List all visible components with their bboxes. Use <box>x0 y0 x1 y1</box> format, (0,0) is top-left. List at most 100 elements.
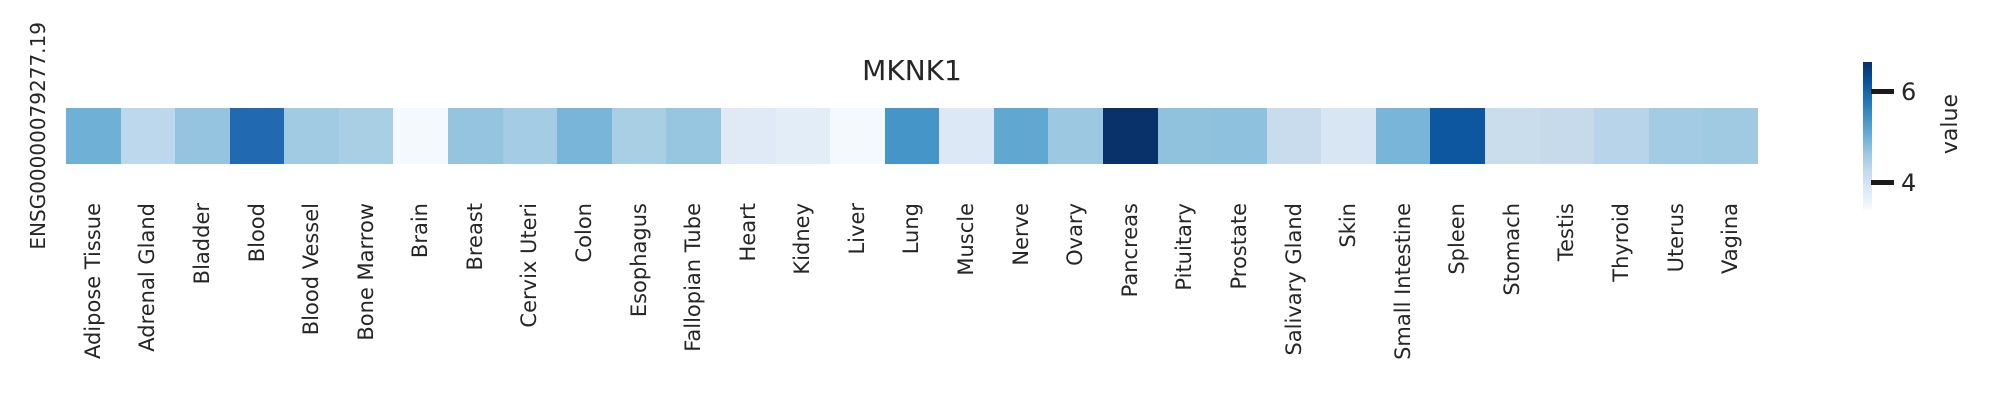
tissue-label-cell: Thyroid <box>1594 203 1649 398</box>
tissue-label: Thyroid <box>1608 203 1633 282</box>
tissue-label-cell: Nerve <box>994 203 1049 398</box>
colorbar-tick-label: 6 <box>1901 77 1917 106</box>
tissue-label: Stomach <box>1499 203 1524 296</box>
colorbar-gradient <box>1863 62 1872 210</box>
gene-id-ylabel: ENSG00000079277.19 <box>26 22 50 250</box>
tissue-label-cell: Pancreas <box>1103 203 1158 398</box>
colorbar-value-label-wrap: value <box>1934 88 1968 160</box>
tissue-label: Prostate <box>1226 203 1251 290</box>
heatmap-cell <box>120 108 176 164</box>
tissue-label-cell: Lung <box>885 203 940 398</box>
heatmap-cell <box>1266 108 1322 164</box>
heatmap-cell <box>611 108 667 164</box>
tissue-label-cell: Vagina <box>1703 203 1758 398</box>
tissue-label: Testis <box>1554 203 1579 262</box>
tissue-label-cell: Heart <box>721 203 776 398</box>
tissue-label-cell: Spleen <box>1430 203 1485 398</box>
heatmap-cell <box>175 108 230 164</box>
heatmap-cell <box>830 108 885 164</box>
heatmap-cell <box>1648 108 1704 164</box>
colorbar-value-label: value <box>1938 93 1963 155</box>
plot-title: MKNK1 <box>862 54 962 87</box>
tissue-label-cell: Colon <box>557 203 612 398</box>
colorbar-tick <box>1871 89 1894 95</box>
tissue-label-cell: Bladder <box>175 203 230 398</box>
tissue-label: Blood <box>244 203 269 263</box>
heatmap-cell <box>1102 108 1158 164</box>
heatmap-cell <box>775 108 831 164</box>
tissue-label: Small Intestine <box>1390 203 1415 360</box>
tissue-label: Liver <box>844 203 869 255</box>
tissue-label-cell: Muscle <box>939 203 994 398</box>
heatmap-row <box>66 108 1758 164</box>
tissue-label: Nerve <box>1008 203 1033 266</box>
tissue-label: Muscle <box>954 203 979 276</box>
tissue-label: Colon <box>571 203 596 263</box>
tissue-label-cell: Ovary <box>1048 203 1103 398</box>
tissue-label: Lung <box>899 203 924 255</box>
tissue-label-cell: Kidney <box>776 203 831 398</box>
tissue-label-cell: Skin <box>1321 203 1376 398</box>
heatmap-cell <box>1157 108 1213 164</box>
tissue-label-cell: Testis <box>1540 203 1595 398</box>
tissue-label: Pituitary <box>1172 203 1197 291</box>
colorbar-tick-label: 4 <box>1901 168 1917 197</box>
tissue-label: Bone Marrow <box>353 203 378 341</box>
tissue-label-cell: Pituitary <box>1158 203 1213 398</box>
tissue-label-cell: Stomach <box>1485 203 1540 398</box>
tissue-label: Vagina <box>1718 203 1743 274</box>
heatmap-cell <box>66 108 121 164</box>
tissue-label: Blood Vessel <box>299 203 324 336</box>
tissue-label: Breast <box>462 203 487 271</box>
heatmap-cell <box>884 108 940 164</box>
tissue-label-cell: Uterus <box>1649 203 1704 398</box>
tissue-label: Cervix Uteri <box>517 203 542 328</box>
heatmap-cell <box>229 108 285 164</box>
tissue-label: Brain <box>408 203 433 259</box>
tissue-label-cell: Prostate <box>1212 203 1267 398</box>
heatmap-cell <box>1485 108 1540 164</box>
tissue-label: Pancreas <box>1117 203 1142 298</box>
heatmap-cell <box>1048 108 1103 164</box>
tissue-label-cell: Bone Marrow <box>339 203 394 398</box>
tissue-label: Kidney <box>790 203 815 275</box>
heatmap-cell <box>993 108 1049 164</box>
tissue-label: Salivary Gland <box>1281 203 1306 356</box>
tissue-label-cell: Adrenal Gland <box>121 203 176 398</box>
heatmap-cell <box>666 108 721 164</box>
heatmap-cell <box>448 108 503 164</box>
colorbar-tick <box>1871 180 1894 186</box>
heatmap-cell <box>939 108 994 164</box>
heatmap-cell <box>1430 108 1486 164</box>
tissue-label-cell: Salivary Gland <box>1267 203 1322 398</box>
tissue-label: Spleen <box>1445 203 1470 275</box>
tissue-label-cell: Fallopian Tube <box>666 203 721 398</box>
tissue-label: Esophagus <box>626 203 651 318</box>
heatmap-cell <box>284 108 339 164</box>
tissue-label-cell: Adipose Tissue <box>66 203 121 398</box>
heatmap-cell <box>1539 108 1595 164</box>
heatmap-cell <box>1594 108 1649 164</box>
heatmap-cell <box>557 108 612 164</box>
tissue-label: Skin <box>1336 203 1361 248</box>
tissue-label: Fallopian Tube <box>681 203 706 352</box>
heatmap-cell <box>1212 108 1267 164</box>
gene-id-ylabel-wrap: ENSG00000079277.19 <box>18 22 58 250</box>
tissue-label: Adipose Tissue <box>80 203 105 360</box>
tissue-label-cell: Blood Vessel <box>284 203 339 398</box>
tissue-label: Bladder <box>189 203 214 285</box>
tissue-label-cell: Brain <box>393 203 448 398</box>
tissue-label: Uterus <box>1663 203 1688 273</box>
tissue-label: Heart <box>735 203 760 262</box>
heatmap-cell <box>393 108 449 164</box>
tissue-label-cell: Breast <box>448 203 503 398</box>
tissue-label-cell: Small Intestine <box>1376 203 1431 398</box>
heatmap-cell <box>1703 108 1758 164</box>
heatmap-cell <box>502 108 558 164</box>
tissue-label-cell: Esophagus <box>612 203 667 398</box>
heatmap-cell <box>338 108 394 164</box>
tissue-label-cell: Blood <box>230 203 285 398</box>
heatmap-cell <box>1375 108 1431 164</box>
heatmap-cell <box>720 108 776 164</box>
